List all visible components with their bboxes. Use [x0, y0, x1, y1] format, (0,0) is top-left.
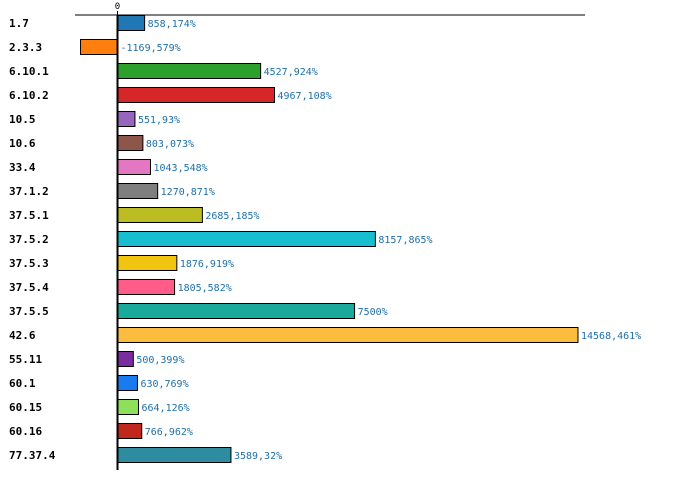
bar	[117, 159, 151, 175]
value-label: 1805,582%	[178, 283, 232, 294]
bar	[117, 87, 276, 103]
category-label: 37.5.3	[9, 257, 49, 270]
bar	[117, 231, 376, 247]
bar	[117, 111, 136, 127]
category-label: 1.7	[9, 17, 29, 30]
category-label: 37.5.1	[9, 209, 49, 222]
category-label: 60.16	[9, 425, 42, 438]
value-label: 4527,924%	[264, 67, 318, 78]
value-label: 8157,865%	[378, 235, 432, 246]
bar	[117, 447, 232, 463]
value-label: 4967,108%	[278, 91, 332, 102]
bar	[117, 63, 262, 79]
zero-tick-label: 0	[115, 2, 120, 12]
bar	[117, 207, 203, 223]
value-label: 1270,871%	[161, 187, 215, 198]
bar	[117, 351, 134, 367]
category-label: 60.1	[9, 377, 36, 390]
value-label: 551,93%	[138, 115, 180, 126]
value-label: 766,962%	[145, 427, 193, 438]
bar	[117, 135, 144, 151]
bar	[117, 327, 579, 343]
value-label: 858,174%	[148, 19, 196, 30]
bar	[117, 183, 159, 199]
value-label: 1876,919%	[180, 259, 234, 270]
bar	[117, 255, 178, 271]
category-label: 10.5	[9, 113, 36, 126]
bar	[117, 423, 143, 439]
value-label: 1043,548%	[153, 163, 207, 174]
category-label: 2.3.3	[9, 41, 42, 54]
value-label: 2685,185%	[205, 211, 259, 222]
value-label: 803,073%	[146, 139, 194, 150]
value-label: 7500%	[358, 307, 388, 318]
category-label: 10.6	[9, 137, 36, 150]
category-label: 55.11	[9, 353, 42, 366]
category-label: 42.6	[9, 329, 36, 342]
bar	[117, 399, 139, 415]
category-label: 60.15	[9, 401, 42, 414]
value-label: 664,126%	[141, 403, 189, 414]
category-label: 33.4	[9, 161, 36, 174]
bar	[80, 39, 118, 55]
category-label: 6.10.1	[9, 65, 49, 78]
category-label: 37.5.5	[9, 305, 49, 318]
bar	[117, 303, 356, 319]
bar	[117, 375, 138, 391]
category-label: 37.5.2	[9, 233, 49, 246]
value-label: 3589,32%	[234, 451, 282, 462]
value-label: 500,399%	[136, 355, 184, 366]
bar	[117, 279, 176, 295]
bars-layer	[80, 15, 579, 470]
category-label: 77.37.4	[9, 449, 56, 462]
labels-layer: 1.7 858,174% 2.3.3 -1169,579% 6.10.1 4527,924…	[9, 17, 641, 462]
category-label: 37.5.4	[9, 281, 49, 294]
value-label: -1169,579%	[121, 43, 181, 54]
axis-layer: 0	[75, 2, 585, 16]
category-label: 37.1.2	[9, 185, 49, 198]
value-label: 14568,461%	[581, 331, 641, 342]
value-label: 630,769%	[140, 379, 188, 390]
bar	[117, 15, 146, 31]
category-label: 6.10.2	[9, 89, 49, 102]
